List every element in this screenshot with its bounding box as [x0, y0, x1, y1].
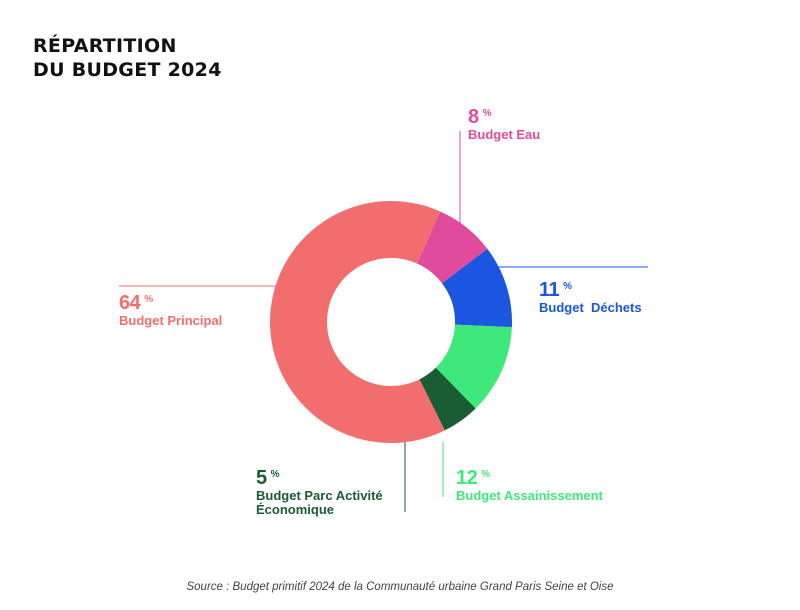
- percent-label-budget-dechets: 11%: [539, 279, 572, 301]
- label-budget-dechets: 11% Budget Déchets: [539, 279, 642, 315]
- label-budget-parc-activite: 5% Budget Parc Activité Économique: [256, 467, 406, 517]
- percent-label-budget-assainissement: 12%: [456, 467, 490, 489]
- name-label-budget-dechets: Budget Déchets: [539, 300, 642, 315]
- title-line-1: RÉPARTITION: [33, 35, 177, 57]
- source-note: Source : Budget primitif 2024 de la Comm…: [186, 581, 614, 593]
- name-label-budget-principal: Budget Principal: [119, 313, 223, 328]
- slice-budget-parc-activité-économique: [419, 367, 476, 431]
- percent-label-budget-eau: 8%: [468, 106, 492, 128]
- name-label-budget-assainissement: Budget Assainissement: [456, 488, 603, 503]
- donut-slices: [269, 201, 512, 443]
- slice-budget-assainissement: [435, 324, 512, 409]
- name-label-budget-eau: Budget Eau: [468, 127, 541, 142]
- label-budget-eau: 8% Budget Eau: [468, 106, 540, 142]
- slice-budget-déchets: [441, 248, 512, 328]
- name-label-budget-parc-activite: Budget Parc Activité Économique: [256, 488, 383, 517]
- percent-label-budget-principal: 64%: [119, 292, 153, 314]
- slice-budget-principal: [269, 201, 445, 443]
- chart-title: RÉPARTITION DU BUDGET 2024: [33, 34, 222, 82]
- leader-lines: [119, 131, 648, 512]
- title-line-2: DU BUDGET 2024: [33, 59, 222, 81]
- percent-label-budget-parc-activite: 5%: [256, 467, 280, 489]
- slice-budget-eau: [417, 211, 488, 284]
- label-budget-assainissement: 12% Budget Assainissement: [456, 467, 603, 503]
- label-budget-principal: 64% Budget Principal: [119, 292, 222, 328]
